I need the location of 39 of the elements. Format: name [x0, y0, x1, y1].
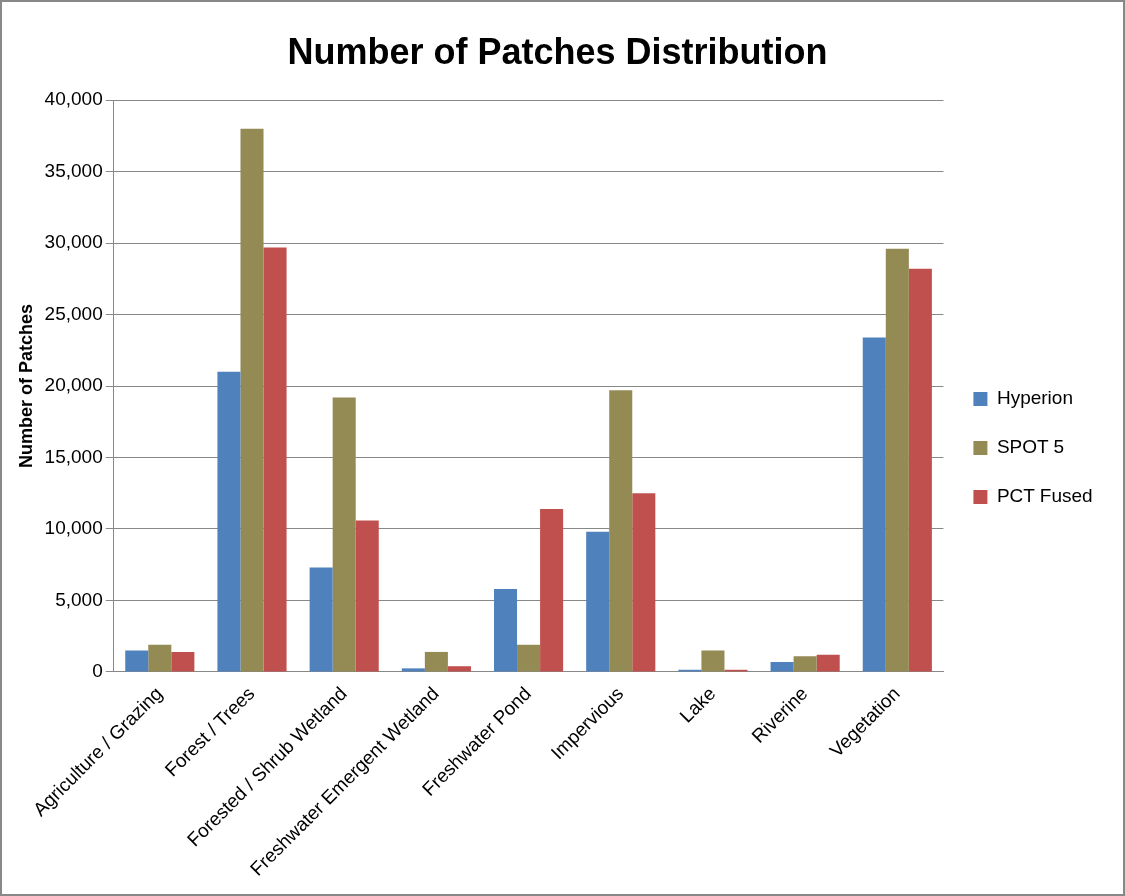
legend-label: PCT Fused	[996, 485, 1093, 507]
bar	[148, 644, 172, 672]
bar	[770, 661, 794, 672]
bar	[701, 650, 725, 672]
bar	[609, 390, 633, 672]
bar	[517, 644, 541, 672]
bar	[263, 247, 287, 672]
bar	[171, 651, 195, 672]
bar	[240, 128, 264, 672]
bar	[632, 493, 656, 672]
y-tick-label: 5,000	[55, 588, 103, 610]
y-tick-label: 0	[92, 660, 103, 682]
bar	[447, 666, 471, 672]
legend-label: SPOT 5	[996, 436, 1065, 458]
y-tick-label: 35,000	[44, 159, 103, 181]
bar	[816, 654, 840, 672]
bar	[217, 371, 241, 672]
bar	[355, 520, 379, 672]
bar	[125, 650, 149, 672]
bar	[862, 337, 886, 672]
y-tick-label: 15,000	[44, 445, 103, 467]
bar	[424, 651, 448, 672]
bar	[908, 268, 932, 672]
y-tick-label: 10,000	[44, 517, 103, 539]
y-tick-label: 25,000	[44, 302, 103, 324]
bar	[540, 508, 564, 672]
y-tick-label: 30,000	[44, 231, 103, 253]
bar	[885, 248, 909, 672]
chart-title: Number of Patches Distribution	[287, 30, 828, 72]
y-tick-label: 40,000	[44, 88, 103, 110]
bar	[586, 531, 610, 672]
bar	[793, 656, 817, 672]
y-tick-label: 20,000	[44, 374, 103, 396]
bar	[332, 397, 356, 672]
legend-label: Hyperion	[996, 387, 1073, 409]
bar	[309, 567, 333, 672]
bar	[401, 668, 425, 672]
bar	[493, 589, 518, 672]
y-axis-title: Number of Patches	[15, 304, 36, 469]
